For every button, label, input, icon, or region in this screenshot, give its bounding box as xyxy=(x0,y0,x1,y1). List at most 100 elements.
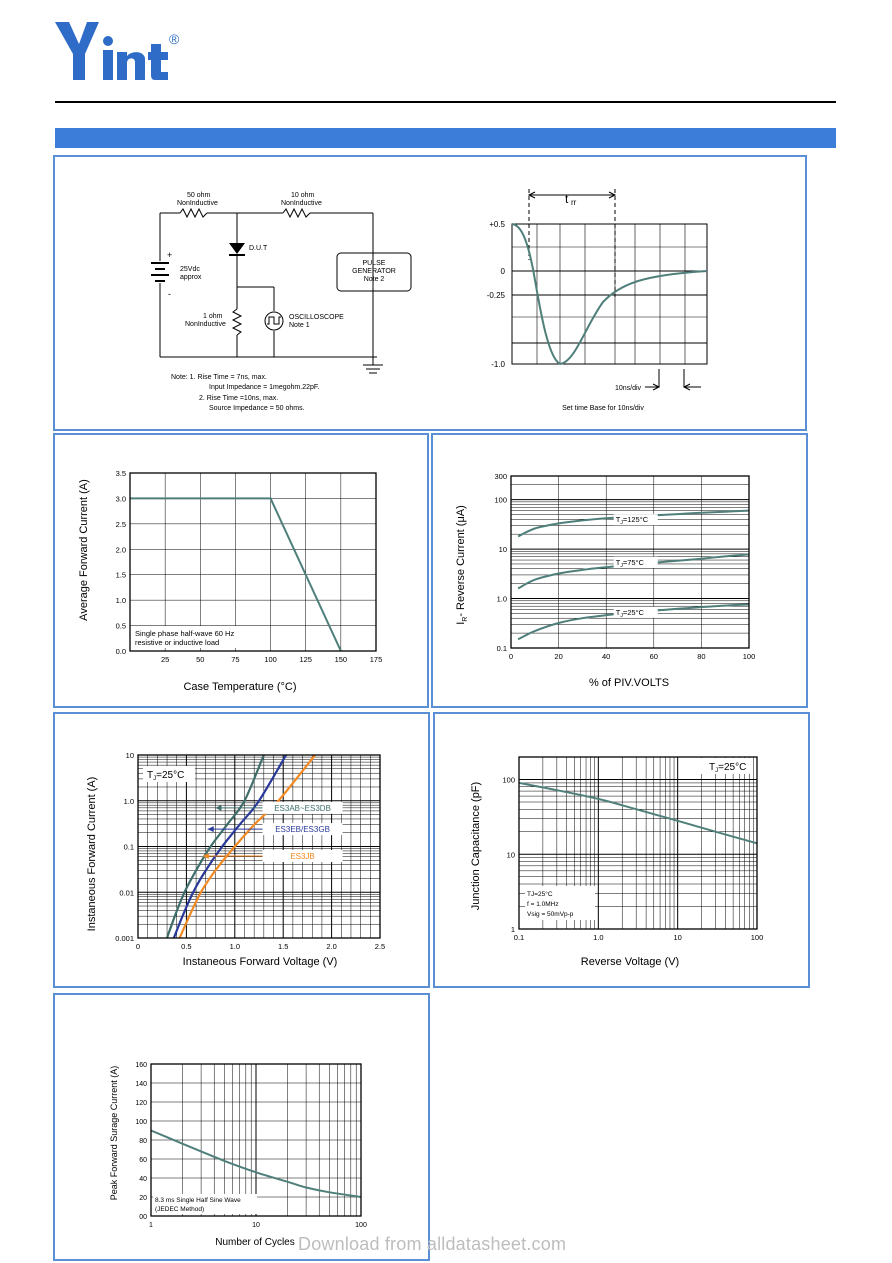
x-tick-label: 50 xyxy=(196,655,204,664)
plot-frame xyxy=(129,472,377,652)
note-line-3: 2. Rise Time =10ns, max. xyxy=(199,395,278,402)
x-axis-label: Case Temperature (°C) xyxy=(183,681,296,693)
y-tick-label: 1.0 xyxy=(124,797,134,806)
series-label-rest: =25°C xyxy=(623,608,645,617)
trr-circuit-diagram: 50 ohm NonInductive 10 ohm NonInductive … xyxy=(151,189,708,412)
x-tick-label: 100 xyxy=(743,652,756,661)
annotation-line-1: Single phase half-wave 60 Hz xyxy=(135,629,234,638)
y-tick-label: 100 xyxy=(135,1119,147,1126)
y-tick-label: 2.5 xyxy=(116,520,126,529)
series-label-rest: =125°C xyxy=(623,515,649,524)
x-tick-label: 40 xyxy=(602,652,610,661)
annotation-box xyxy=(133,626,263,648)
legend-arrowhead xyxy=(215,804,222,811)
supply-label: 25Vdc xyxy=(180,266,200,273)
section-bar xyxy=(55,128,836,148)
x-axis-label: % of PIV.VOLTS xyxy=(589,677,669,689)
surge-current-curve xyxy=(150,1129,362,1198)
plot-grid xyxy=(130,473,376,651)
y-tick-label: 140 xyxy=(135,1081,147,1088)
minus-sign: - xyxy=(168,289,171,299)
annotation-box xyxy=(153,1194,257,1214)
trr-test-circuit-panel: 50 ohm NonInductive 10 ohm NonInductive … xyxy=(53,155,807,431)
y-tick-label: 3.5 xyxy=(116,469,126,478)
x-tick-label: 80 xyxy=(697,652,705,661)
series-label-main: T xyxy=(616,515,621,524)
annotation-line-2: (JEDEC Method) xyxy=(155,1206,204,1213)
legend-box xyxy=(262,801,343,814)
y-axis-label-main: I xyxy=(455,622,467,625)
y-tick-label: 2.0 xyxy=(116,545,126,554)
x-tick-label: 10 xyxy=(673,933,681,942)
y-tick-label: 40 xyxy=(139,1176,147,1183)
series-label: TJ=125°C xyxy=(616,515,649,526)
series-legend: ES3AB~ES3DB ES3EB/ES3GB ES3JB xyxy=(202,801,343,862)
waveform-caption: Set time Base for 10ns/div xyxy=(562,405,644,412)
x-axis-label: Reverse Voltage (V) xyxy=(581,956,679,968)
y-tick-label: 100 xyxy=(494,496,507,505)
y-tick-label: 120 xyxy=(135,1100,147,1107)
x-tick-label: 0 xyxy=(136,942,140,951)
wave-y-tick-plus: +0.5 xyxy=(489,220,505,229)
annotation-line-2: resistive or inductive load xyxy=(135,638,219,647)
x-axis-label: Instaneous Forward Voltage (V) xyxy=(183,956,338,968)
legend-box xyxy=(262,849,343,862)
y-tick-label: 100 xyxy=(502,776,515,785)
trr-subscript: rr xyxy=(571,198,577,207)
r1-label: 50 ohm xyxy=(187,192,211,199)
x-tick-label: 10 xyxy=(252,1222,260,1229)
y-tick-label: 160 xyxy=(135,1062,147,1069)
y-tick-label: 3.0 xyxy=(116,494,126,503)
x-tick-label: 0.5 xyxy=(181,942,191,951)
junction-capacitance-chart-panel: 0.1 1.0 10 100 1 10 100 TJ=25°C TJ=25°C f = 1.… xyxy=(433,712,810,988)
y-tick-label: 00 xyxy=(139,1214,147,1221)
forward-characteristics-chart-panel: 0 0.5 1.0 1.5 2.0 2.5 0.001 0.01 0.1 1.0 10 ES3AB~… xyxy=(53,712,430,988)
x-tick-label: 75 xyxy=(231,655,239,664)
y-tick-label: 10 xyxy=(507,850,515,859)
legend-arrowhead xyxy=(207,826,214,833)
note-line-2: Input Impedance = 1megohm.22pF. xyxy=(209,384,319,391)
condition-box xyxy=(699,758,753,774)
r2-label: 10 ohm xyxy=(291,192,315,199)
y-tick-label: 1.0 xyxy=(116,596,126,605)
wave-y-tick-quarter: -0.25 xyxy=(487,291,506,300)
x-tick-label: 25 xyxy=(161,655,169,664)
reverse-current-chart-panel: 0 20 40 60 80 100 0.1 1.0 10 100 300 TJ=125°C TJ=75… xyxy=(431,433,808,708)
forward-curve xyxy=(172,754,288,939)
generator-line3: Note 2 xyxy=(364,276,385,283)
dut-label: D.U.T xyxy=(249,245,268,252)
condition-label: TJ=25°C xyxy=(709,762,746,774)
series-label-box xyxy=(613,556,658,568)
legend-label: ES3AB~ES3DB xyxy=(274,804,331,813)
x-tick-label: 1.0 xyxy=(593,933,603,942)
series-label: TJ=25°C xyxy=(616,608,645,619)
annotation-line-3: Vsig = 50mVp-p xyxy=(527,911,574,918)
y-axis-label: Average Forward Current (A) xyxy=(78,479,90,621)
r1-sub: NonInductive xyxy=(177,200,218,207)
x-tick-label: 1 xyxy=(149,1222,153,1229)
y-tick-label: 0.0 xyxy=(116,647,126,656)
forward-characteristics-chart: 0 0.5 1.0 1.5 2.0 2.5 0.001 0.01 0.1 1.0 10 ES3AB~… xyxy=(86,751,385,968)
x-tick-label: 20 xyxy=(554,652,562,661)
x-tick-label: 100 xyxy=(355,1222,367,1229)
plot-grid xyxy=(138,754,380,939)
junction-capacitance-chart: 0.1 1.0 10 100 1 10 100 TJ=25°C TJ=25°C f = 1.… xyxy=(470,756,764,968)
trr-label: t xyxy=(565,192,569,206)
annotation-line-2: f = 1.0MHz xyxy=(527,901,559,908)
supply-sub: approx xyxy=(180,274,202,281)
y-tick-label: 0.1 xyxy=(124,843,134,852)
x-tick-label: 125 xyxy=(299,655,312,664)
y-tick-label: 1.0 xyxy=(497,595,507,604)
condition-box xyxy=(143,766,195,782)
series-label-box xyxy=(613,606,658,618)
y-tick-label: 80 xyxy=(139,1138,147,1145)
series-label-main: T xyxy=(616,608,621,617)
y-tick-label: 10 xyxy=(126,751,134,760)
note-line-4: Source Impedance = 50 ohms. xyxy=(209,405,305,412)
x-tick-label: 1.0 xyxy=(230,942,240,951)
x-tick-label: 175 xyxy=(370,655,383,664)
x-tick-label: 100 xyxy=(751,933,764,942)
wave-y-tick-zero: 0 xyxy=(501,267,506,276)
annotation-line-1: TJ=25°C xyxy=(527,890,553,898)
